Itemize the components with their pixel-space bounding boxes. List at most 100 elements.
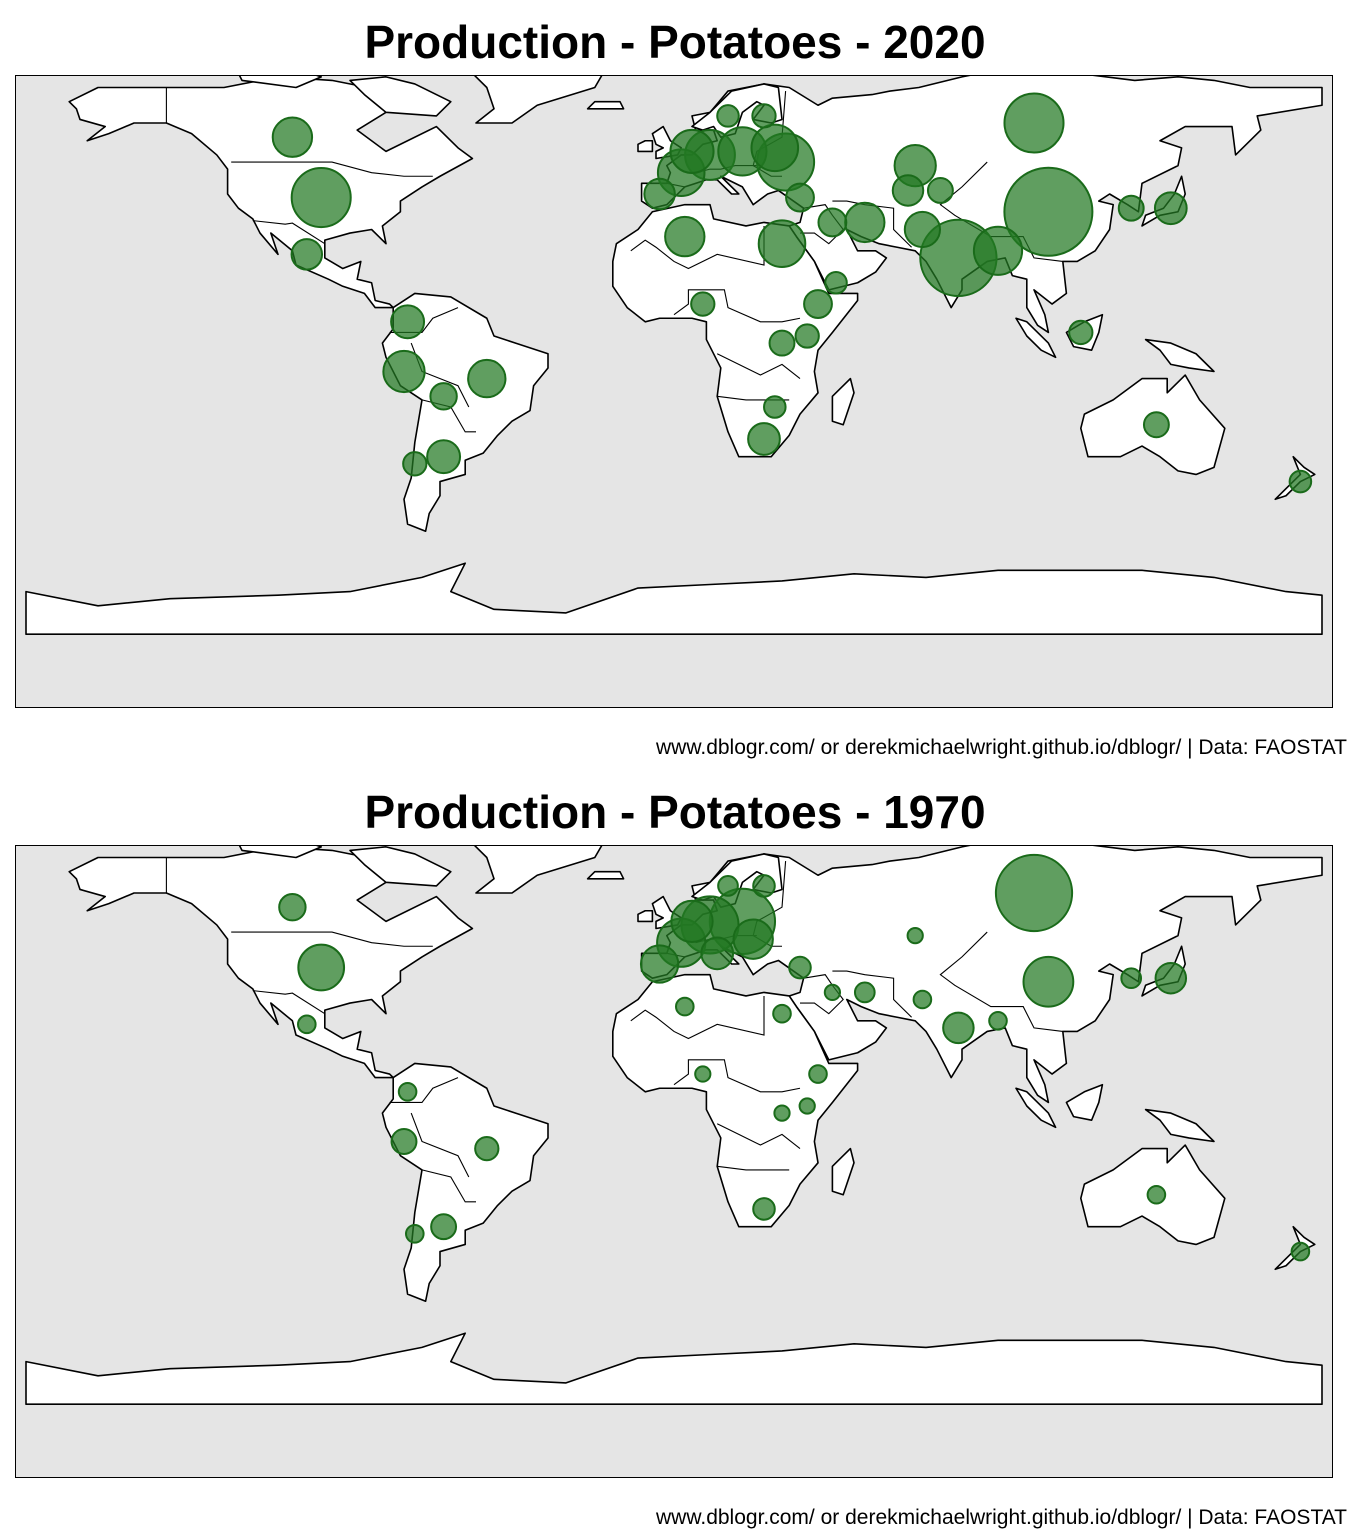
production-bubble[interactable] (794, 323, 820, 349)
production-bubble[interactable] (639, 944, 680, 984)
production-bubble[interactable] (664, 215, 706, 258)
production-bubble[interactable] (823, 983, 842, 1002)
production-bubble[interactable] (747, 422, 781, 456)
production-bubble[interactable] (903, 210, 942, 249)
production-bubble[interactable] (694, 1065, 712, 1083)
country-border (389, 1077, 459, 1104)
production-bubble[interactable] (290, 167, 352, 229)
production-bubble[interactable] (429, 382, 458, 411)
production-bubble[interactable] (1120, 967, 1143, 990)
production-bubble[interactable] (390, 304, 426, 340)
production-bubble[interactable] (912, 989, 933, 1010)
country-border (832, 200, 912, 248)
production-bubble[interactable] (278, 893, 307, 922)
production-bubble[interactable] (752, 874, 776, 898)
production-bubble[interactable] (297, 943, 346, 992)
production-bubble[interactable] (474, 1135, 500, 1162)
production-bubble[interactable] (670, 899, 714, 944)
production-bubble[interactable] (988, 1011, 1008, 1031)
production-bubble[interactable] (853, 981, 876, 1004)
production-bubble[interactable] (402, 451, 428, 477)
country-border (800, 974, 844, 1015)
production-bubble[interactable] (926, 177, 954, 204)
production-bubble[interactable] (717, 875, 739, 897)
production-bubble[interactable] (808, 1064, 828, 1084)
production-bubble[interactable] (1003, 92, 1065, 154)
production-bubble[interactable] (397, 1082, 418, 1102)
landmass-baffin (349, 76, 452, 117)
production-bubble[interactable] (1068, 319, 1094, 346)
country-border (252, 990, 326, 1015)
production-bubble[interactable] (817, 207, 848, 238)
production-bubble[interactable] (750, 123, 800, 173)
production-bubble[interactable] (994, 853, 1074, 933)
country-border (231, 161, 433, 177)
production-bubble[interactable] (1117, 194, 1145, 222)
production-bubble[interactable] (297, 1014, 317, 1035)
landmass-borneo (1065, 1083, 1104, 1122)
world-map[interactable] (15, 845, 1333, 1478)
production-bubble[interactable] (405, 1224, 425, 1244)
production-bubble[interactable] (675, 996, 695, 1017)
production-bubble[interactable] (773, 1104, 791, 1122)
production-bubble[interactable] (798, 1097, 816, 1115)
production-bubble[interactable] (772, 1003, 792, 1024)
production-bubble[interactable] (891, 174, 925, 207)
production-bubble[interactable] (1288, 469, 1313, 494)
caption: www.dblogr.com/ or derekmichaelwright.gi… (656, 1506, 1347, 1529)
production-bubble[interactable] (1154, 961, 1188, 995)
country-border (717, 1165, 790, 1171)
landmass-new-guinea (1144, 1108, 1215, 1143)
production-bubble[interactable] (942, 1011, 975, 1045)
production-bubble[interactable] (467, 358, 507, 399)
production-bubble[interactable] (844, 201, 886, 244)
landmass-eurasia (640, 76, 1323, 334)
country-border (410, 1112, 470, 1178)
production-bubble[interactable] (271, 116, 314, 158)
production-bubble[interactable] (972, 225, 1024, 276)
landmass-africa (611, 203, 859, 458)
production-bubble[interactable] (690, 291, 716, 317)
production-bubble[interactable] (768, 329, 796, 357)
production-bubble[interactable] (785, 182, 815, 213)
world-map[interactable] (15, 75, 1333, 708)
production-bubble[interactable] (757, 219, 807, 268)
country-border (832, 970, 912, 1018)
landmass-africa (611, 973, 859, 1228)
production-bubble[interactable] (906, 926, 924, 945)
landmass-greenland (473, 846, 603, 894)
production-bubble[interactable] (643, 177, 676, 211)
production-bubble[interactable] (803, 289, 833, 319)
production-bubble[interactable] (390, 1128, 418, 1155)
production-bubble[interactable] (1153, 191, 1188, 226)
landmass-new-guinea (1144, 338, 1215, 373)
production-bubble[interactable] (1003, 166, 1094, 257)
production-bubble[interactable] (430, 1213, 458, 1241)
production-bubbles (271, 92, 1313, 494)
production-bubble[interactable] (700, 936, 735, 971)
production-bubble[interactable] (716, 104, 740, 128)
production-bubble[interactable] (426, 439, 462, 475)
panel-title: Production - Potatoes - 1970 (364, 786, 986, 838)
country-border (252, 220, 326, 245)
country-border (673, 289, 801, 323)
production-bubble[interactable] (669, 128, 715, 174)
caption: www.dblogr.com/ or derekmichaelwright.gi… (656, 736, 1347, 759)
production-bubble[interactable] (1142, 411, 1170, 439)
landmass-sumatra (1015, 317, 1057, 359)
production-bubble[interactable] (382, 349, 426, 394)
production-bubble[interactable] (1290, 1241, 1311, 1262)
production-bubble[interactable] (788, 955, 812, 980)
production-bubble[interactable] (290, 238, 324, 271)
production-bubble[interactable] (824, 270, 848, 295)
panel-title: Production - Potatoes - 2020 (364, 16, 986, 68)
production-bubble[interactable] (763, 395, 787, 419)
production-bubble[interactable] (1022, 955, 1075, 1008)
country-border (673, 1059, 801, 1093)
production-bubble[interactable] (732, 918, 774, 960)
production-bubble[interactable] (752, 1197, 776, 1221)
production-bubble[interactable] (751, 103, 777, 129)
production-bubble[interactable] (1146, 1184, 1167, 1205)
country-border (716, 353, 801, 380)
country-border (421, 1169, 476, 1203)
